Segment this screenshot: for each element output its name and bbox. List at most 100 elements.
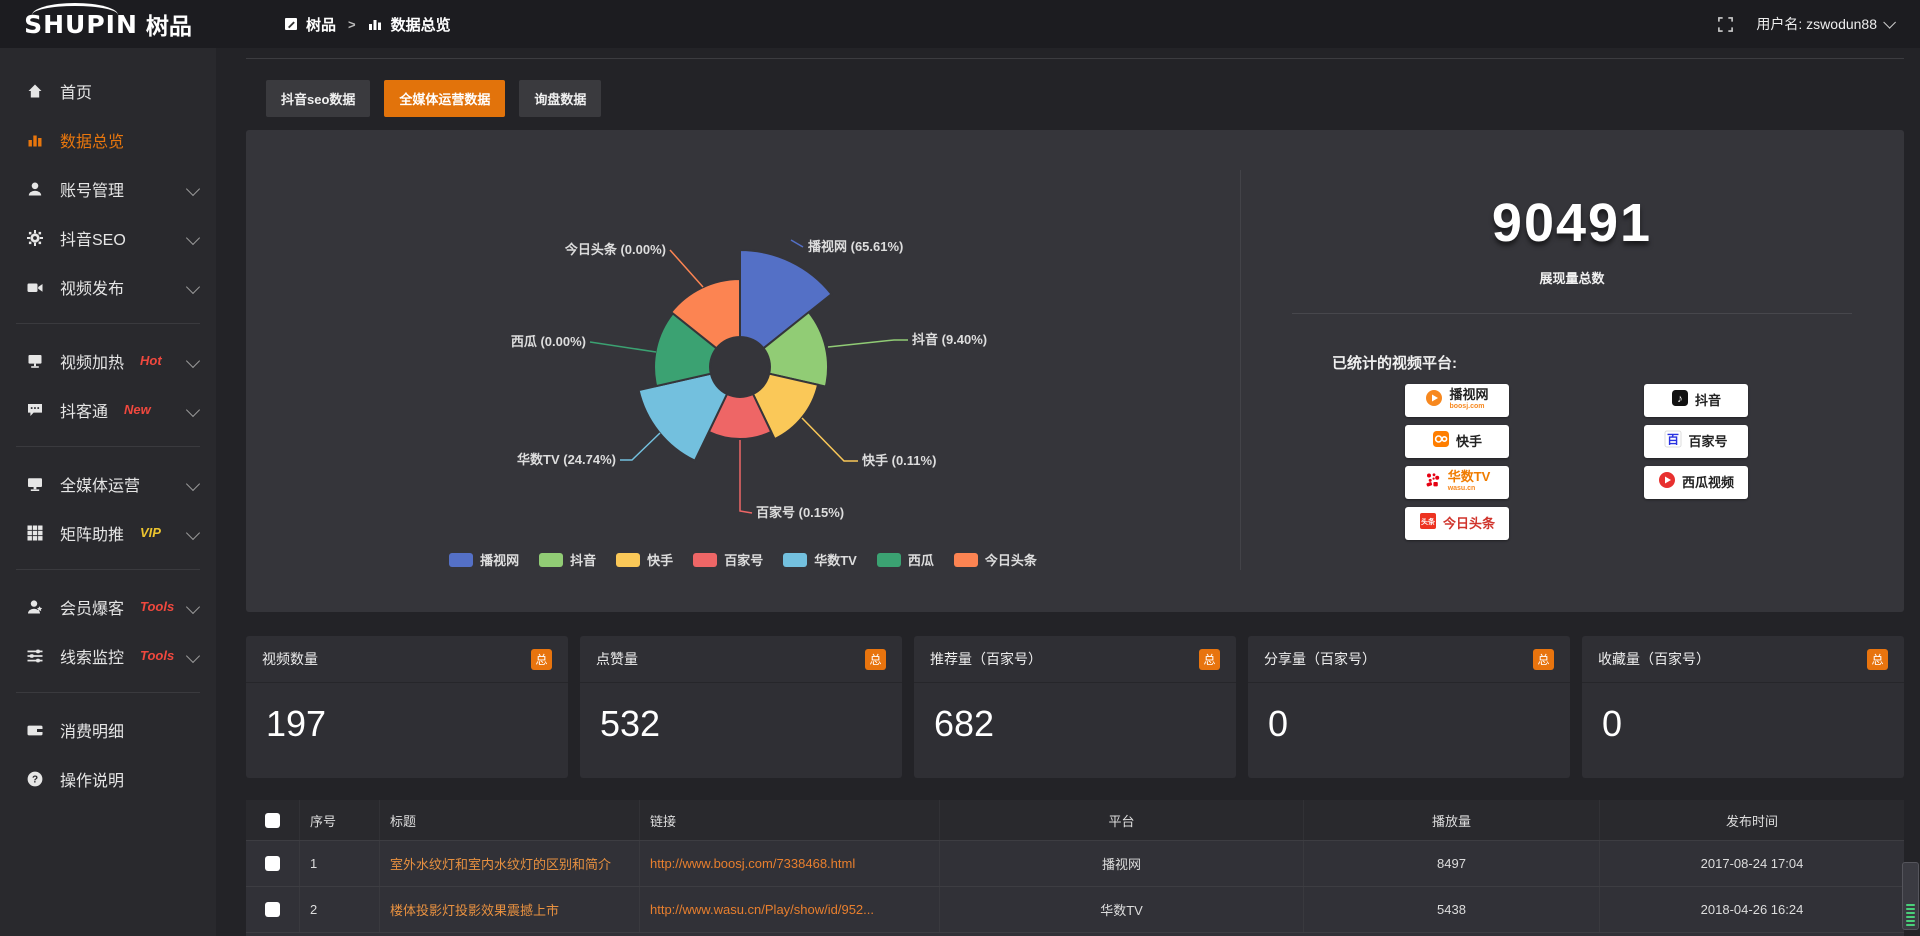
row-checkbox[interactable] [265, 856, 280, 871]
cell-platform: 华数TV [940, 887, 1304, 932]
row-checkbox[interactable] [265, 812, 280, 828]
breadcrumb-separator: > [348, 16, 356, 32]
legend-item-百家号[interactable]: 百家号 [693, 550, 763, 569]
chevron-down-icon [185, 279, 201, 294]
sidebar-item-label: 视频发布 [60, 280, 125, 298]
legend-item-华数TV[interactable]: 华数TV [783, 550, 857, 569]
table-row-2: 2 楼体投影灯投影效果震撼上市 http://www.wasu.cn/Play/sh… [246, 886, 1904, 932]
legend-item-西瓜[interactable]: 西瓜 [876, 550, 934, 569]
platform-name: 百家号 [1688, 433, 1728, 449]
pie-label-line [827, 339, 908, 348]
legend-swatch [876, 552, 901, 567]
pie-label-百家号: 百家号 (0.15%) [756, 505, 844, 520]
sidebar-item-label: 全媒体运营 [60, 477, 141, 495]
chevron-down-icon [185, 648, 201, 663]
widget-bar [1906, 916, 1915, 918]
legend-item-抖音[interactable]: 抖音 [539, 550, 596, 569]
platform-badge-今日头条: 头条 今日头条 [1405, 507, 1509, 540]
pie-slice-抖音[interactable] [762, 310, 829, 388]
sidebar: 首页数据总览 账号管理 抖音SEO 视频发布视频加热 Hot 抖客通 New 全媒体运营矩阵助… [0, 48, 216, 936]
sidebar-badge: VIP [140, 525, 161, 540]
monitor-icon [26, 475, 44, 493]
stat-card-value: 0 [1268, 703, 1289, 744]
content-divider [246, 58, 1904, 59]
stat-card-header: 视频数量 总 [246, 636, 568, 683]
platforms-title: 已统计的视频平台: [1332, 355, 1457, 372]
sidebar-item-2[interactable]: 数据总览 [0, 115, 216, 164]
stat-card-3: 推荐量（百家号） 总 682 [914, 636, 1236, 778]
sidebar-item-10[interactable]: 会员爆客 Tools [0, 582, 216, 631]
stat-card-header: 收藏量（百家号） 总 [1582, 636, 1904, 683]
stat-card-header: 推荐量（百家号） 总 [914, 636, 1236, 683]
sidebar-item-4[interactable]: 抖音SEO [0, 213, 216, 262]
scroll-widget[interactable] [1902, 862, 1919, 930]
sidebar-item-11[interactable]: 线索监控 Tools [0, 631, 216, 680]
chart-legend: 播视网 抖音 快手 百家号 华数TV 西瓜 今日头条 [246, 550, 1240, 569]
legend-swatch [953, 552, 978, 567]
xigua-logo [1658, 471, 1676, 494]
svg-text:头条: 头条 [1421, 517, 1436, 526]
video-table: 序号 标题 链接 平台 播放量 发布时间 1 室外水纹灯和室内水纹灯的区别和简介 http://… [246, 800, 1904, 936]
breadcrumb: 树品 > 数据总览 [284, 14, 451, 35]
sidebar-item-9[interactable]: 矩阵助推 VIP [0, 508, 216, 557]
sidebar-item-label: 首页 [60, 84, 93, 102]
sidebar-item-8[interactable]: 全媒体运营 [0, 459, 216, 508]
pie-slice-今日头条[interactable] [669, 277, 741, 350]
stat-card-title: 收藏量（百家号） [1598, 651, 1710, 667]
sidebar-item-5[interactable]: 视频发布 [0, 262, 216, 311]
sidebar-item-12[interactable]: 消费明细 [0, 705, 216, 754]
user-menu[interactable]: 用户名: zswodun88 [1756, 14, 1896, 34]
grid-icon [26, 524, 44, 542]
total-badge: 总 [1199, 648, 1220, 670]
cell-title[interactable]: 楼体投影灯投影效果震撼上市 [380, 887, 640, 932]
table-header: 序号 标题 链接 平台 播放量 发布时间 [246, 800, 1904, 840]
widget-bar [1906, 924, 1915, 926]
legend-item-播视网[interactable]: 播视网 [449, 550, 519, 569]
legend-label: 快手 [647, 553, 674, 568]
column-header-序号: 序号 [300, 800, 380, 840]
cell-index: 1 [300, 841, 380, 886]
baijiahao-logo: 百 [1664, 430, 1682, 453]
stat-card-title: 推荐量（百家号） [930, 651, 1042, 667]
cell-title[interactable]: 室外水纹灯和室内水纹灯的区别和简介 [380, 841, 640, 886]
platform-logos-left: 播视网 boosj.com 快手 华数TV wasu.cn 头条 今日头条 [1405, 384, 1509, 540]
widget-bar [1906, 904, 1915, 906]
pie-slice-播视网[interactable] [739, 248, 833, 350]
pie-slice-华数TV[interactable] [637, 372, 729, 463]
stat-card-value: 0 [1602, 703, 1623, 744]
sidebar-item-7[interactable]: 抖客通 New [0, 385, 216, 434]
fullscreen-icon[interactable] [1717, 16, 1734, 33]
stat-card-value: 197 [266, 703, 327, 744]
screen-heat-icon [26, 352, 44, 370]
sidebar-item-label: 消费明细 [60, 723, 125, 741]
cell-link[interactable]: http://www.boosj.com/7338468.html [640, 841, 940, 886]
svg-text:百: 百 [1667, 433, 1679, 447]
breadcrumb-root[interactable]: 树品 [306, 16, 337, 34]
pie-slice-快手[interactable] [751, 372, 820, 441]
tab-1[interactable]: 抖音seo数据 [266, 80, 371, 117]
sidebar-item-6[interactable]: 视频加热 Hot [0, 336, 216, 385]
sidebar-item-13[interactable]: ? 操作说明 [0, 754, 216, 803]
legend-item-今日头条[interactable]: 今日头条 [953, 550, 1037, 569]
wallet-icon [26, 721, 44, 739]
data-tabs: 抖音seo数据 全媒体运营数据 询盘数据 [266, 80, 602, 117]
platform-badge-播视网: 播视网 boosj.com [1405, 384, 1509, 417]
legend-swatch [783, 552, 808, 567]
legend-item-快手[interactable]: 快手 [616, 550, 673, 569]
total-badge: 总 [1533, 648, 1554, 670]
sidebar-item-label: 操作说明 [60, 772, 125, 790]
cell-link[interactable]: http://www.wasu.cn/Play/show/id/952... [640, 887, 940, 932]
stat-card-4: 分享量（百家号） 总 0 [1248, 636, 1570, 778]
pie-label-line [739, 440, 753, 514]
row-checkbox[interactable] [265, 902, 280, 917]
toutiao-logo: 头条 [1419, 512, 1437, 535]
sliders-icon [26, 647, 44, 665]
svg-text:?: ? [32, 774, 38, 785]
tab-3[interactable]: 询盘数据 [519, 80, 602, 117]
pie-label-line [589, 341, 657, 353]
kuaishou-logo [1432, 430, 1450, 453]
douyin-logo: ♪ [1671, 389, 1689, 412]
tab-2[interactable]: 全媒体运营数据 [384, 80, 506, 117]
sidebar-item-3[interactable]: 账号管理 [0, 164, 216, 213]
sidebar-item-1[interactable]: 首页 [0, 66, 216, 115]
